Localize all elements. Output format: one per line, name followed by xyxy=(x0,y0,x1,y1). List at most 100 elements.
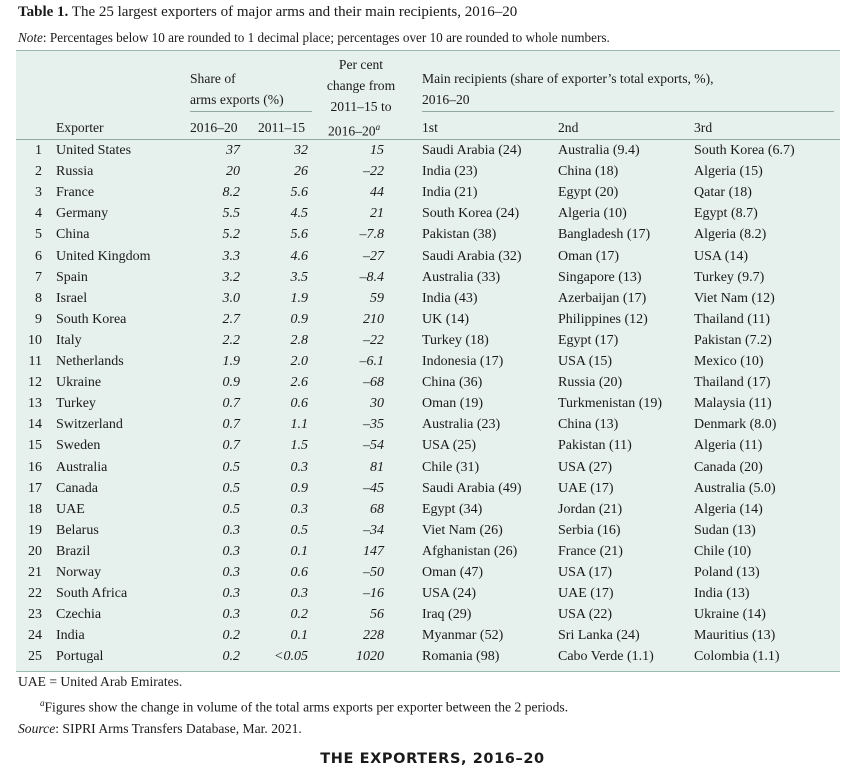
rank-cell: 7 xyxy=(35,269,42,285)
exporter-cell: Russia xyxy=(56,164,94,180)
share-2016-cell: 5.5 xyxy=(222,206,241,222)
rank-cell: 19 xyxy=(28,522,42,538)
third-recipient-cell: Malaysia (11) xyxy=(694,396,772,412)
rank-cell: 5 xyxy=(35,227,42,243)
share-2011-cell: 2.0 xyxy=(290,354,309,369)
third-recipient-cell: Poland (13) xyxy=(694,565,760,580)
share-2011-cell: 4.5 xyxy=(290,206,309,222)
rank-cell: 3 xyxy=(35,185,42,201)
second-recipient-cell: Algeria (10) xyxy=(558,206,627,222)
share-2016-cell: 5.2 xyxy=(222,227,241,243)
third-recipient-cell: Colombia (1.1) xyxy=(694,649,780,665)
second-recipient-cell: China (18) xyxy=(558,164,619,180)
second-recipient-cell: USA (17) xyxy=(558,565,613,580)
table-row: 24 India 0.2 0.1 228 Myanmar (52) Sri Lanka (2… xyxy=(16,625,840,646)
second-recipient-cell: Singapore (13) xyxy=(558,269,642,285)
source-note: Source: SIPRI Arms Transfers Database, M… xyxy=(18,721,302,737)
first-recipient-cell: South Korea (24) xyxy=(422,206,520,222)
second-recipient-cell: Australia (9.4) xyxy=(558,143,640,158)
table-title-text: The 25 largest exporters of major arms a… xyxy=(71,4,518,20)
first-recipient-cell: Oman (47) xyxy=(422,565,484,580)
share-2011-cell: 1.5 xyxy=(290,438,309,454)
change-cell: –7.8 xyxy=(359,227,385,243)
change-cell: 59 xyxy=(370,290,384,306)
change-cell: –50 xyxy=(363,565,384,580)
share-header-rule xyxy=(190,111,312,112)
second-recipient-cell: Bangladesh (17) xyxy=(558,227,651,243)
third-recipient-cell: Australia (5.0) xyxy=(694,480,776,496)
first-recipient-cell: Egypt (34) xyxy=(422,501,483,517)
exporter-cell: United Kingdom xyxy=(56,248,151,264)
share-2016-cell: 0.5 xyxy=(222,480,241,496)
rank-cell: 17 xyxy=(28,480,42,496)
change-cell: –22 xyxy=(363,332,384,348)
rank-cell: 22 xyxy=(28,586,42,602)
change-cell: 1020 xyxy=(356,649,384,665)
first-recipient-cell: USA (24) xyxy=(422,586,477,602)
share-2016-cell: 0.3 xyxy=(222,543,241,559)
table-row: 23 Czechia 0.3 0.2 56 Iraq (29) USA (22) Ukrain… xyxy=(16,604,840,625)
second-recipient-cell: Sri Lanka (24) xyxy=(558,628,640,644)
first-recipient-cell: Oman (19) xyxy=(422,396,484,412)
rank-cell: 4 xyxy=(35,206,42,222)
rank-cell: 23 xyxy=(28,607,42,623)
third-recipient-cell: Turkey (9.7) xyxy=(694,269,765,285)
share-2011-cell: 0.1 xyxy=(290,543,309,559)
third-recipient-cell: Thailand (17) xyxy=(694,375,771,391)
table-row: 20 Brazil 0.3 0.1 147 Afghanistan (26) France … xyxy=(16,541,840,562)
table-row: 4 Germany 5.5 4.5 21 South Korea (24) Algeria … xyxy=(16,203,840,224)
share-2011-cell: 0.6 xyxy=(290,565,309,580)
recipients-header-line1: Main recipients (share of exporter’s tot… xyxy=(422,71,714,86)
first-recipient-cell: Indonesia (17) xyxy=(422,354,504,369)
share-2016-cell: 0.3 xyxy=(222,607,241,623)
third-recipient-cell: Algeria (14) xyxy=(694,501,763,517)
rank-cell: 24 xyxy=(28,628,42,644)
exporter-cell: Israel xyxy=(56,290,88,306)
third-recipient-cell: Algeria (15) xyxy=(694,164,763,180)
share-2016-cell: 0.3 xyxy=(222,565,241,580)
table-row: 15 Sweden 0.7 1.5 –54 USA (25) Pakistan (11) Al… xyxy=(16,435,840,456)
change-header-period: 2016–20 xyxy=(328,123,376,139)
share-2011-cell: 2.6 xyxy=(290,375,309,391)
change-header-line4: 2016–20a xyxy=(328,117,380,142)
exporter-cell: Belarus xyxy=(56,522,99,538)
share-2011-cell: 4.6 xyxy=(290,248,309,264)
table-row: 17 Canada 0.5 0.9 –45 Saudi Arabia (49) UAE (1… xyxy=(16,478,840,499)
share-2011-cell: 3.5 xyxy=(290,269,309,285)
share-2016-cell: 3.2 xyxy=(222,269,241,285)
second-recipient-cell: UAE (17) xyxy=(558,480,614,496)
table-title: Table 1. The 25 largest exporters of maj… xyxy=(18,4,517,21)
third-recipient-cell: Denmark (8.0) xyxy=(694,417,777,433)
change-header-line1: Per cent xyxy=(338,57,384,72)
exporter-cell: United States xyxy=(56,143,132,158)
rank-cell: 2 xyxy=(35,164,42,180)
share-2011-cell: 0.1 xyxy=(290,628,309,644)
first-recipient-cell: India (43) xyxy=(422,290,478,306)
rank-cell: 11 xyxy=(28,354,42,369)
share-2011-cell: 1.9 xyxy=(290,290,309,306)
first-recipient-cell: Australia (23) xyxy=(422,417,501,433)
exporter-cell: South Africa xyxy=(56,586,128,602)
table-row: 21 Norway 0.3 0.6 –50 Oman (47) USA (17) Poland… xyxy=(16,562,840,583)
recipients-header-line2: 2016–20 xyxy=(422,92,470,107)
first-recipient-cell: UK (14) xyxy=(422,311,470,327)
second-recipient-cell: Turkmenistan (19) xyxy=(558,396,663,412)
change-cell: –54 xyxy=(363,438,384,454)
change-cell: –6.1 xyxy=(359,354,385,369)
share-2016-cell: 37 xyxy=(226,143,240,158)
recipients-header-rule xyxy=(422,111,834,112)
share-2011-cell: 26 xyxy=(294,164,308,180)
first-recipient-cell: India (21) xyxy=(422,185,478,201)
second-recipient-cell: USA (15) xyxy=(558,354,613,369)
exporter-cell: Germany xyxy=(56,206,109,222)
first-recipient-cell: Romania (98) xyxy=(422,649,500,665)
third-recipient-cell: Mauritius (13) xyxy=(694,628,776,644)
table-row: 22 South Africa 0.3 0.3 –16 USA (24) UAE (17) I… xyxy=(16,583,840,604)
exporter-cell: India xyxy=(56,628,85,644)
second-recipient-cell: Jordan (21) xyxy=(558,501,623,517)
first-recipient-cell: Afghanistan (26) xyxy=(422,543,518,559)
share-2011-cell: <0.05 xyxy=(274,649,308,665)
third-recipient-cell: Egypt (8.7) xyxy=(694,206,758,222)
share-2016-cell: 2.7 xyxy=(222,311,241,327)
footnote-a-marker: a xyxy=(375,122,381,132)
